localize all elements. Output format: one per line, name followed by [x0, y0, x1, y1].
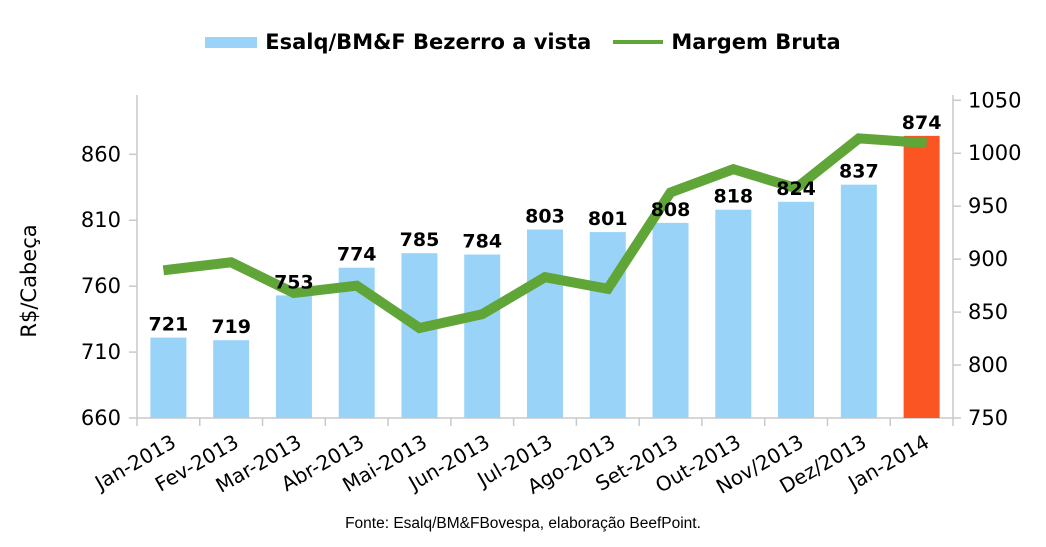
source-note: Fonte: Esalq/BM&FBovespa, elaboração Bee… — [345, 515, 701, 532]
legend-bar-label: Esalq/BM&F Bezerro a vista — [265, 30, 592, 54]
right-tick-label: 800 — [968, 353, 1008, 377]
margem-bruta-line — [162, 133, 927, 334]
bar-value-label: 874 — [902, 112, 942, 134]
bar-Jan-2014 — [903, 135, 940, 418]
right-tick-label: 1050 — [968, 88, 1021, 112]
bar-value-label: 803 — [525, 205, 565, 227]
bar-Mai-2013 — [401, 253, 438, 418]
left-tick-label: 860 — [81, 142, 121, 166]
right-tick-label: 850 — [968, 300, 1008, 324]
bar-Jan-2013 — [150, 337, 187, 418]
bar-value-label: 784 — [462, 231, 502, 253]
legend: Esalq/BM&F Bezerro a vista Margem Bruta — [0, 27, 1046, 57]
right-tick-label: 1000 — [968, 141, 1021, 165]
right-tick-label: 750 — [968, 406, 1008, 430]
left-axis-title: R$/Cabeça — [17, 224, 41, 337]
bar-Jul-2013 — [527, 229, 563, 418]
left-tick-label: 810 — [81, 208, 121, 232]
left-tick-label: 660 — [81, 406, 121, 430]
legend-line-label: Margem Bruta — [671, 30, 841, 54]
right-tick-label: 950 — [968, 194, 1008, 218]
legend-line-swatch — [613, 40, 664, 44]
left-tick-label: 710 — [81, 340, 121, 364]
bar-value-label: 721 — [149, 314, 189, 336]
bar-value-label: 837 — [839, 161, 879, 183]
right-tick-label: 900 — [968, 247, 1008, 271]
bar-value-label: 719 — [211, 316, 251, 338]
bar-Nov/2013 — [778, 201, 815, 418]
bar-value-label: 753 — [274, 271, 314, 293]
bar-Dez/2013 — [840, 184, 877, 418]
legend-bar-swatch — [205, 36, 258, 48]
bar-value-label: 808 — [651, 199, 691, 221]
left-tick-label: 760 — [81, 274, 121, 298]
bar-value-label: 801 — [588, 208, 628, 230]
bar-value-label: 774 — [337, 244, 377, 266]
bar-value-label: 818 — [713, 186, 753, 208]
bar-Fev-2013 — [213, 340, 250, 418]
bar-value-label: 785 — [400, 229, 440, 251]
bar-Ago-2013 — [589, 232, 626, 418]
bar-value-label: 824 — [776, 178, 816, 200]
bar-Mar-2013 — [275, 295, 312, 418]
bar-Set-2013 — [652, 222, 689, 418]
bar-Out-2013 — [715, 209, 752, 418]
bar-Jun-2013 — [464, 254, 501, 418]
